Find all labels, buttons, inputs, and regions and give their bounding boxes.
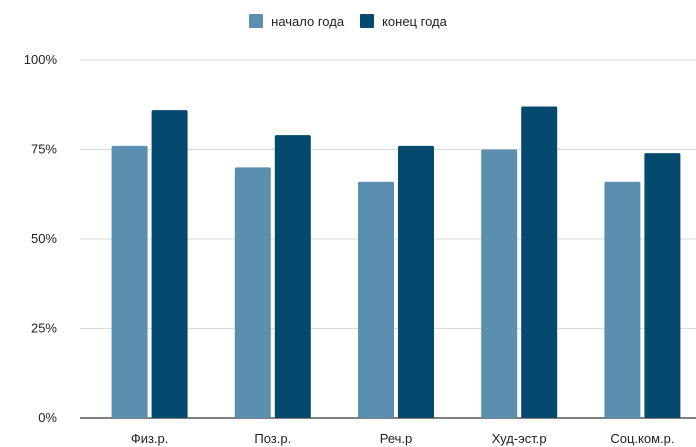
bar-series-1	[234, 167, 271, 418]
legend-label-series-2: конец года	[382, 13, 447, 29]
y-tick-label: 25%	[31, 321, 57, 336]
legend-label-series-1: начало года	[271, 13, 345, 29]
bar-series-2	[274, 135, 311, 418]
x-tick-label: Поз.р.	[254, 431, 291, 446]
x-tick-label: Худ-эст.р	[492, 431, 547, 446]
y-tick-label: 100%	[24, 52, 58, 67]
legend-swatch-series-2	[360, 14, 375, 28]
bar-series-2	[398, 145, 434, 419]
legend-item-series-2: конец года	[360, 14, 447, 29]
bar-series-1	[604, 181, 641, 418]
y-tick-label: 50%	[31, 231, 57, 246]
y-tick-label: 0%	[38, 410, 57, 425]
bar-series-2	[644, 153, 681, 418]
y-tick-label: 75%	[31, 142, 57, 157]
chart-legend: начало года конец года	[0, 11, 696, 31]
x-tick-label: Физ.р.	[131, 431, 169, 446]
bar-series-1	[358, 181, 394, 418]
bar-series-1	[481, 149, 518, 418]
bar-series-2	[151, 110, 188, 419]
y-axis-ticks: 0% 25% 50% 75% 100%	[24, 52, 58, 425]
bar-series-1	[111, 145, 148, 419]
x-axis-ticks: Физ.р. Поз.р. Реч.р Худ-эст.р Соц.ком.р.	[131, 431, 675, 446]
x-tick-label: Соц.ком.р.	[610, 431, 674, 446]
legend-item-series-1: начало года	[249, 14, 344, 29]
bars-group	[111, 106, 681, 419]
legend-swatch-series-1	[249, 14, 264, 28]
bar-series-2	[521, 106, 558, 418]
x-tick-label: Реч.р	[380, 431, 413, 446]
